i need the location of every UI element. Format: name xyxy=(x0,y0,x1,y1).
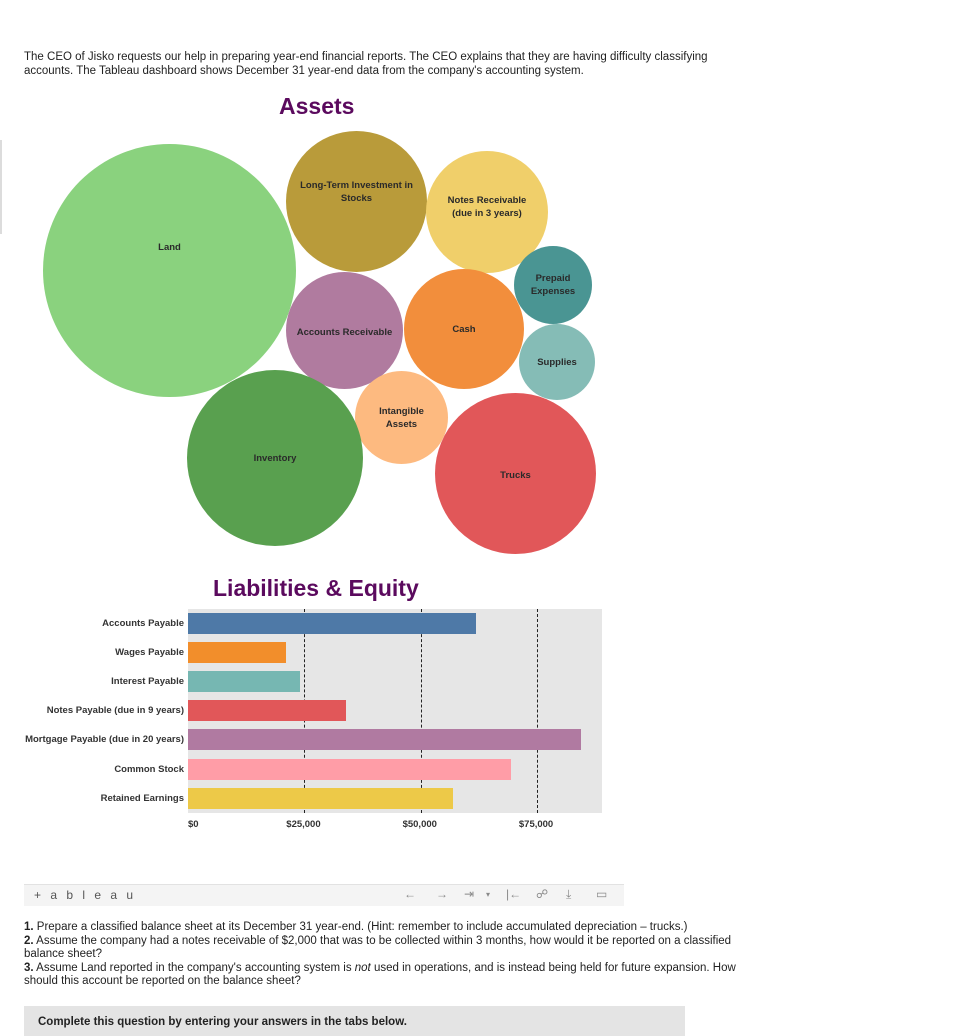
question-3-number: 3. xyxy=(24,961,34,974)
gridline xyxy=(536,609,538,813)
bubble-notes-receivable[interactable]: Notes Receivable (due in 3 years) xyxy=(426,151,548,273)
intro-text: The CEO of Jisko requests our help in pr… xyxy=(24,50,764,78)
question-3-text-a: Assume Land reported in the company's ac… xyxy=(33,961,355,974)
bubble-label: Supplies xyxy=(537,356,577,368)
question-3-emphasis: not xyxy=(354,961,371,974)
bubble-label: Long-Term Investment in Stocks xyxy=(300,179,413,204)
bar-accounts-payable[interactable] xyxy=(188,613,477,634)
bubble-label: Inventory xyxy=(253,453,297,464)
chevron-down-icon[interactable]: ▾ xyxy=(486,890,491,899)
gridline xyxy=(420,609,422,813)
bar-category-label: Retained Earnings xyxy=(100,792,184,804)
pause-icon[interactable]: |← xyxy=(506,887,522,901)
x-tick-label: $75,000 xyxy=(518,819,554,830)
bubble-land[interactable]: Land xyxy=(43,144,296,397)
question-1-number: 1. xyxy=(24,921,34,933)
bubble-trucks[interactable]: Trucks xyxy=(435,393,596,554)
x-tick-label: $0 xyxy=(188,819,199,830)
x-tick-label: $50,000 xyxy=(402,819,437,830)
redo-icon[interactable]: → xyxy=(436,887,448,901)
bar-category-label: Interest Payable xyxy=(111,676,184,688)
questions: 1. Prepare a classified balance sheet at… xyxy=(24,921,754,989)
question-2: 2. Assume the company had a notes receiv… xyxy=(24,935,754,962)
bar-interest-payable[interactable] xyxy=(188,671,300,693)
answer-tabs-label: Complete this question by entering your … xyxy=(38,1016,407,1028)
question-2-number: 2. xyxy=(24,934,34,947)
intro-line-1: The CEO of Jisko requests our help in pr… xyxy=(24,51,708,63)
bar-retained-earnings[interactable] xyxy=(188,787,454,809)
assets-chart-title: Assets xyxy=(279,93,355,119)
tableau-logo[interactable]: + a b l e a u xyxy=(34,888,137,902)
bubble-label: Accounts Receivable xyxy=(296,327,393,338)
bar-wages-payable[interactable] xyxy=(188,642,286,664)
question-2-text: Assume the company had a notes receivabl… xyxy=(24,934,732,961)
answer-tabs-banner: Complete this question by entering your … xyxy=(24,1006,685,1036)
question-3-text-b: used in operations, and is instead being… xyxy=(24,961,736,988)
question-1-text: Prepare a classified balance sheet at it… xyxy=(33,921,688,933)
bar-category-label: Mortgage Payable (due in 20 years) xyxy=(25,734,184,746)
bubble-supplies[interactable]: Supplies xyxy=(519,324,595,400)
bubble-cash[interactable]: Cash xyxy=(404,269,524,389)
left-edge-divider xyxy=(0,140,2,234)
fullscreen-icon[interactable]: ▭ xyxy=(596,887,608,901)
tableau-toolbar: + a b l e a u ← → ⇥ ▾ |← ☍ ⤓ ▭ xyxy=(24,884,624,906)
bubble-long-term-investment[interactable]: Long-Term Investment in Stocks xyxy=(286,131,427,272)
bubble-label: Intangible Assets xyxy=(379,405,424,430)
x-tick-label: $25,000 xyxy=(286,819,321,830)
undo-icon[interactable]: ← xyxy=(404,887,416,901)
bubble-prepaid-expenses[interactable]: Prepaid Expenses xyxy=(514,246,592,324)
share-icon[interactable]: ☍ xyxy=(536,887,549,901)
bar-category-label: Wages Payable xyxy=(115,647,184,659)
liabilities-equity-title: Liabilities & Equity xyxy=(213,575,419,601)
bar-notes-payable-due-in-9-years[interactable] xyxy=(188,700,347,722)
bubble-intangible-assets[interactable]: Intangible Assets xyxy=(355,371,448,464)
bar-mortgage-payable-due-in-20-years[interactable] xyxy=(188,729,582,751)
bubble-accounts-receivable[interactable]: Accounts Receivable xyxy=(286,272,403,389)
bubble-label: Notes Receivable (due in 3 years) xyxy=(447,195,527,219)
bar-category-label: Common Stock xyxy=(114,763,184,775)
bubble-label: Cash xyxy=(452,323,476,335)
bubble-label: Land xyxy=(158,242,181,253)
question-1: 1. Prepare a classified balance sheet at… xyxy=(24,921,754,935)
intro-line-2: accounts. The Tableau dashboard shows De… xyxy=(24,65,584,77)
bar-category-label: Accounts Payable xyxy=(102,618,184,629)
bubble-label: Prepaid Expenses xyxy=(530,273,576,297)
bar-category-label: Notes Payable (due in 9 years) xyxy=(46,705,184,717)
bubble-label: Trucks xyxy=(500,470,531,481)
bubble-inventory[interactable]: Inventory xyxy=(187,370,363,546)
download-icon[interactable]: ⤓ xyxy=(566,887,572,901)
revert-icon[interactable]: ⇥ xyxy=(464,887,475,901)
question-3: 3. Assume Land reported in the company's… xyxy=(24,962,754,989)
bar-common-stock[interactable] xyxy=(188,758,512,780)
